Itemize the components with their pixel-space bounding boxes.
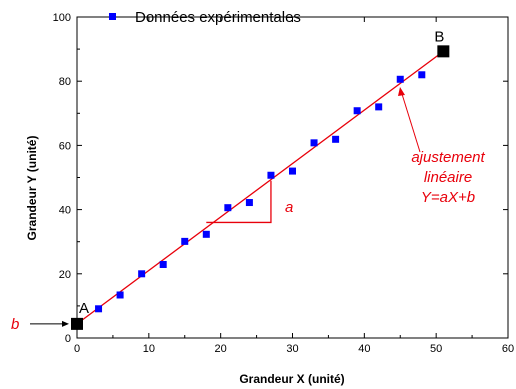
x-tick-label: 40 bbox=[358, 343, 370, 355]
y-tick-label: 60 bbox=[59, 140, 71, 152]
fit-arrow bbox=[401, 93, 421, 153]
slope-triangle bbox=[206, 180, 272, 224]
point-B-marker bbox=[437, 45, 450, 58]
axis-ticks: 0 10 20 30 40 50 60 0 20 40 60 80 100 bbox=[53, 12, 514, 355]
point-A-label: A bbox=[79, 300, 89, 317]
x-tick-label: 30 bbox=[286, 343, 298, 355]
data-point bbox=[418, 71, 426, 79]
data-point bbox=[289, 167, 296, 175]
y-tick-label: 0 bbox=[65, 333, 71, 345]
intercept-arrowhead bbox=[62, 320, 69, 327]
y-axis-title: Grandeur Y (unité) bbox=[25, 136, 39, 241]
legend-label: Données expérimentales bbox=[135, 9, 301, 26]
slope-label: a bbox=[285, 199, 293, 216]
x-axis-title: Grandeur X (unité) bbox=[239, 372, 344, 386]
x-tick-label: 10 bbox=[143, 343, 155, 355]
legend-marker bbox=[109, 13, 116, 20]
y-tick-label: 20 bbox=[59, 269, 71, 281]
fit-label-line: linéaire bbox=[424, 169, 472, 186]
fit-line-group bbox=[76, 50, 444, 325]
data-point bbox=[396, 75, 404, 83]
data-point bbox=[138, 270, 146, 278]
x-tick-label: 0 bbox=[74, 343, 80, 355]
fit-label-line: ajustement bbox=[411, 149, 485, 166]
intercept-label: b bbox=[11, 316, 19, 333]
data-point bbox=[245, 199, 253, 207]
data-point bbox=[159, 260, 167, 268]
data-point bbox=[310, 139, 318, 147]
data-point bbox=[224, 204, 232, 212]
fit-arrowhead bbox=[398, 87, 405, 96]
x-tick-label: 60 bbox=[502, 343, 514, 355]
data-point bbox=[116, 291, 124, 299]
data-point bbox=[95, 305, 103, 313]
fit-label-line: Y=aX+b bbox=[421, 189, 475, 206]
data-point bbox=[181, 237, 189, 245]
fit-line bbox=[76, 50, 444, 325]
data-points bbox=[95, 71, 426, 313]
legend: Données expérimentales bbox=[109, 9, 301, 26]
data-point bbox=[353, 107, 361, 115]
data-point bbox=[267, 171, 275, 179]
x-tick-label: 50 bbox=[430, 343, 442, 355]
y-tick-label: 100 bbox=[53, 12, 71, 24]
data-point bbox=[202, 230, 210, 238]
annotations: A Ba b ajustement linéaire Y=aX+b bbox=[11, 28, 486, 333]
point-A-marker bbox=[71, 317, 83, 330]
y-tick-label: 80 bbox=[59, 76, 71, 88]
y-tick-label: 40 bbox=[59, 205, 71, 217]
data-point bbox=[375, 103, 383, 111]
point-B-label: B bbox=[434, 28, 444, 45]
x-tick-label: 20 bbox=[215, 343, 227, 355]
data-point bbox=[332, 135, 340, 143]
